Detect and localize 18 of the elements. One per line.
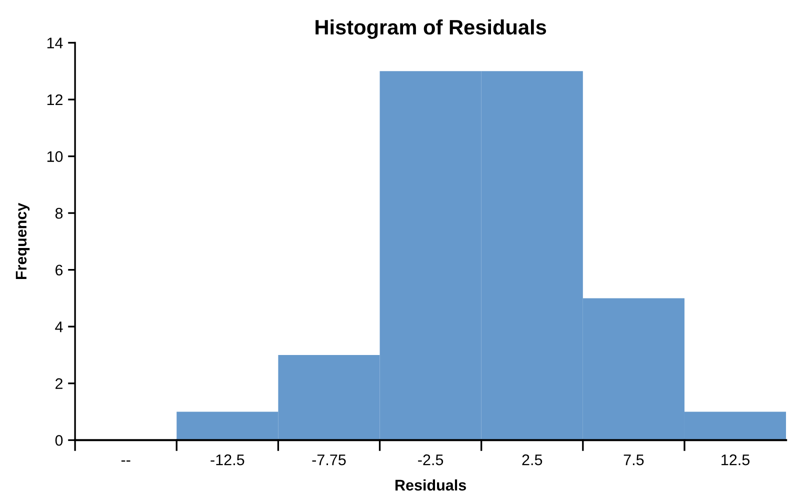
x-axis-title: Residuals [395,479,466,491]
chart-title: Histogram of Residuals [316,19,546,39]
x-tick-label: 2.5 [522,454,542,466]
x-tick-label: 7.5 [624,454,644,466]
y-tick-label: 6 [56,264,63,276]
x-tick-label: -7.75 [312,454,346,466]
y-tick-label: 10 [47,151,63,162]
x-tick-label: -12.5 [210,454,244,466]
x-tick-label: -- [121,460,130,462]
y-tick-label: 0 [55,434,63,446]
x-tick-label: -2.5 [418,454,444,466]
y-tick-label: 2 [56,378,62,389]
x-tick-label: 12.5 [722,454,750,466]
y-tick-label: 4 [55,322,63,332]
y-tick-label: 8 [55,208,63,219]
y-tick-label: 14 [47,38,63,48]
y-axis-title: Frequency [16,202,30,280]
y-tick-label: 12 [47,94,62,106]
